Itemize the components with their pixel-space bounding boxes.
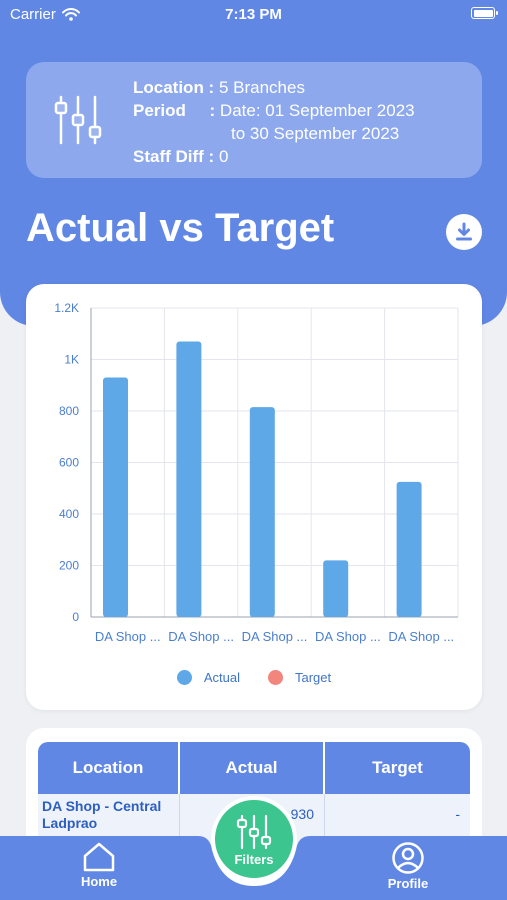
header-background	[0, 0, 507, 326]
tab-home[interactable]: Home	[59, 842, 139, 889]
x-tick-label: DA Shop ...	[95, 629, 161, 644]
y-tick-label: 800	[59, 404, 79, 418]
y-tick-label: 1K	[64, 353, 79, 367]
download-button[interactable]	[446, 214, 482, 250]
header-target[interactable]: Target	[372, 758, 423, 777]
cell-target: -	[455, 806, 460, 822]
tab-bar-background	[0, 836, 507, 900]
cell-location: DA Shop - Central Ladprao	[38, 794, 180, 854]
period-value-cont: to 30 September 2023	[231, 124, 400, 143]
sliders-icon	[236, 814, 272, 850]
y-tick-label: 200	[59, 559, 79, 573]
y-tick-label: 400	[59, 507, 79, 521]
page-title: Actual vs Target	[26, 206, 335, 250]
bar-actual	[396, 481, 422, 617]
x-tick-label: DA Shop ...	[315, 629, 381, 644]
tab-bar: Home Profile	[0, 836, 507, 900]
x-tick-label: DA Shop ...	[168, 629, 234, 644]
download-icon	[456, 222, 472, 241]
carrier-label: Carrier	[10, 6, 56, 23]
legend-item-actual[interactable]: Actual	[176, 670, 240, 685]
bar-actual	[103, 377, 128, 617]
home-icon	[83, 842, 115, 872]
status-time: 7:13 PM	[225, 6, 282, 23]
x-tick-label: DA Shop ...	[388, 629, 454, 644]
staff-diff-label: Staff Diff :	[133, 147, 215, 166]
legend-label-actual: Actual	[203, 670, 240, 685]
user-icon	[392, 842, 424, 874]
y-tick-label: 0	[72, 610, 79, 624]
x-tick-label: DA Shop ...	[242, 629, 308, 644]
filters-button[interactable]: Filters	[211, 796, 297, 882]
tab-profile-label: Profile	[387, 876, 429, 891]
legend-swatch-target	[268, 670, 283, 685]
filter-summary-card[interactable]: Location : 5 Branches Period : Date: 01 …	[26, 62, 482, 178]
bar-actual	[323, 560, 349, 617]
cell-actual: 930	[180, 794, 325, 854]
tab-profile[interactable]: Profile	[368, 842, 448, 891]
header-location[interactable]: Location	[38, 742, 180, 794]
y-tick-label: 600	[59, 456, 79, 470]
location-label: Location :	[133, 78, 215, 97]
staff-diff-value: 0	[214, 147, 229, 166]
table-header: Location Actual Target	[38, 742, 470, 794]
chart-card: 0 200 400 600 800 1K 1.2K DA Shop ... DA Shop ..…	[26, 284, 482, 710]
summary-rows: Location : 5 Branches Period : Date: 01 …	[133, 76, 415, 168]
location-value: 5 Branches	[214, 78, 305, 97]
bar-actual	[249, 407, 275, 617]
wifi-icon	[61, 8, 80, 21]
carrier: Carrier	[10, 6, 80, 23]
actual-vs-target-chart: 0 200 400 600 800 1K 1.2K DA Shop ... DA Shop ..…	[54, 301, 459, 644]
status-bar: Carrier 7:13 PM	[0, 0, 507, 30]
chart-legend: Actual Target	[26, 670, 482, 685]
period-value: Date: 01 September 2023	[215, 101, 415, 120]
filters-label: Filters	[234, 852, 274, 867]
tab-home-label: Home	[80, 874, 118, 889]
bar-actual	[176, 341, 202, 617]
period-label: Period :	[133, 101, 216, 120]
battery-icon	[471, 7, 498, 19]
legend-label-target: Target	[295, 670, 332, 685]
header-actual[interactable]: Actual	[180, 742, 325, 794]
y-tick-label: 1.2K	[54, 301, 79, 315]
legend-swatch-actual	[176, 670, 192, 685]
sliders-icon	[54, 95, 102, 145]
legend-item-target[interactable]: Target	[268, 670, 331, 685]
